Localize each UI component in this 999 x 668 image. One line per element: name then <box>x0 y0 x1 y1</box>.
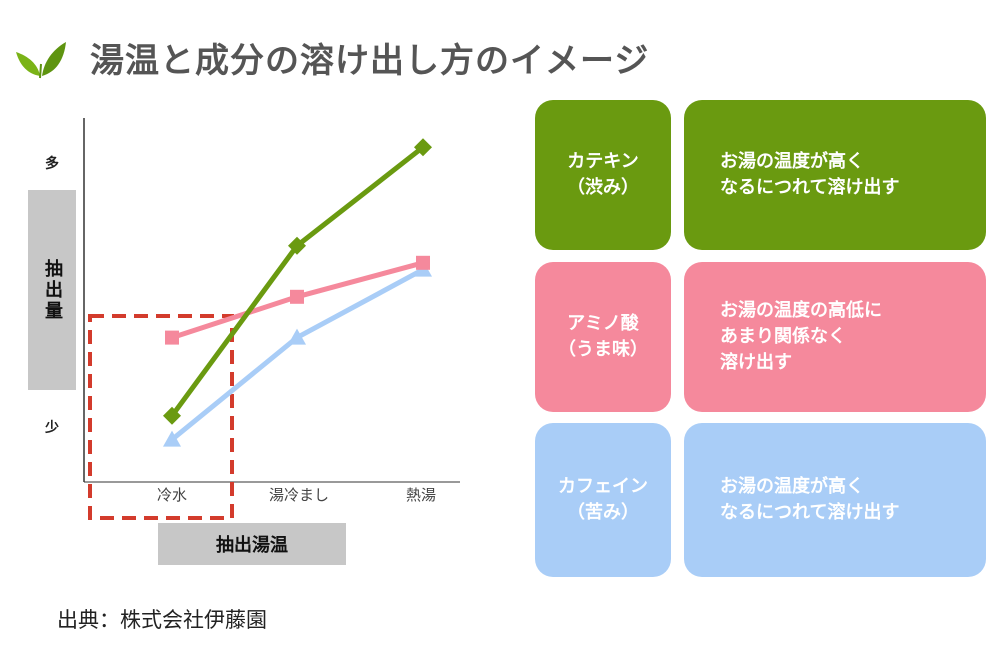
card-name-line: アミノ酸 <box>567 312 639 334</box>
line-chart: 冷水 湯冷まし 熱湯 <box>83 118 460 520</box>
card-desc-amino: お湯の温度の高低に あまり関係なく 溶け出す <box>684 262 986 412</box>
point-catechin-1 <box>288 236 306 255</box>
point-catechin-2 <box>414 138 432 157</box>
y-axis-label-box: 抽出量 <box>28 190 76 390</box>
x-axis-label: 抽出湯温 <box>158 523 346 565</box>
point-caffeine-1 <box>288 328 306 345</box>
page-title: 湯温と成分の溶け出し方のイメージ <box>90 41 650 81</box>
x-tick-label-0: 冷水 <box>157 486 187 504</box>
card-desc-line: お湯の温度が高く <box>720 150 864 172</box>
x-tick-label-2: 熱湯 <box>406 486 436 504</box>
card-name-line: （うま味） <box>558 339 648 360</box>
card-name-caffeine: カフェイン （苦み） <box>535 423 671 577</box>
x-tick-layer: 冷水 湯冷まし 熱湯 <box>157 486 436 504</box>
card-name-catechin: カテキン （渋み） <box>535 100 671 250</box>
card-desc-line: お湯の温度の高低に <box>720 299 882 321</box>
point-catechin-0 <box>163 406 181 425</box>
point-amino-1 <box>290 289 304 304</box>
point-amino-2 <box>416 255 430 270</box>
card-desc-catechin: お湯の温度が高くなるにつれて溶け出す <box>684 100 986 250</box>
y-tick-low: 少 <box>45 420 59 436</box>
card-desc-line: あまり関係なく <box>720 325 846 347</box>
card-desc-line: 溶け出す <box>720 352 792 374</box>
x-tick-label-1: 湯冷まし <box>269 486 329 504</box>
card-desc-line: お湯の温度が高く <box>720 475 864 497</box>
y-tick-high: 多 <box>45 156 59 172</box>
series-layer <box>163 138 432 447</box>
card-desc-line: なるにつれて溶け出す <box>720 177 900 198</box>
tea-leaf-icon <box>16 42 66 79</box>
card-name-line: カフェイン <box>558 475 648 497</box>
point-caffeine-0 <box>163 430 181 447</box>
point-amino-0 <box>165 330 179 345</box>
card-name-line: カテキン <box>567 150 639 172</box>
card-name-line: （苦み） <box>567 502 639 523</box>
card-name-line: （渋み） <box>567 177 639 198</box>
card-desc-line: なるにつれて溶け出す <box>720 502 900 523</box>
highlight-box <box>88 314 234 520</box>
card-desc-caffeine: お湯の温度が高くなるにつれて溶け出す <box>684 423 986 577</box>
source-credit: 出典：株式会社伊藤園 <box>57 608 267 632</box>
y-axis-label: 抽出量 <box>42 258 63 322</box>
series-line-catechin <box>169 145 425 418</box>
card-name-amino: アミノ酸 （うま味） <box>535 262 671 412</box>
